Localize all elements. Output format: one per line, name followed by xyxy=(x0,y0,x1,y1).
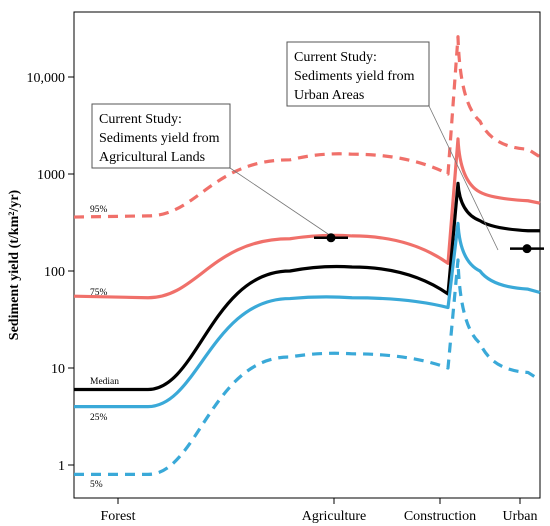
x-tick-label: Agriculture xyxy=(302,509,367,524)
y-ticks: 1 10 100 1000 10,000 xyxy=(27,71,74,474)
series-layer xyxy=(73,35,541,476)
current-study-point xyxy=(326,233,336,243)
callout-box xyxy=(286,41,430,107)
x-tick-label: Urban xyxy=(503,509,538,524)
y-tick-label: 10 xyxy=(51,362,65,377)
y-tick-label: 100 xyxy=(44,265,65,280)
x-ticks: Forest Agriculture Construction Urban xyxy=(101,498,538,524)
current-study-callouts: Current Study: Sediments yield from Agricu… xyxy=(91,41,544,254)
series-line-5pct xyxy=(74,258,541,476)
current-study-point xyxy=(522,244,532,254)
callout-text-line: Current Study: xyxy=(99,112,182,127)
y-tick-label: 1 xyxy=(58,459,65,474)
y-axis-label: Sediment yield (t/km²/yr) xyxy=(7,189,22,340)
series-line-95pct xyxy=(73,35,541,219)
percentile-label: 95% xyxy=(90,205,108,215)
y-tick-label: 10,000 xyxy=(27,71,66,86)
callout-text-line: Agricultural Lands xyxy=(99,150,205,165)
y-tick-label: 1000 xyxy=(37,168,65,183)
percentile-label: Median xyxy=(90,377,119,387)
percentile-label: 5% xyxy=(90,480,103,490)
percentile-labels: 95% 75% Median 25% 5% xyxy=(90,205,119,490)
series-line-25pct xyxy=(74,221,541,409)
callout-text-line: Current Study: xyxy=(294,50,377,65)
percentile-label: 75% xyxy=(90,288,108,298)
callout-leader xyxy=(428,105,499,251)
x-tick-label: Construction xyxy=(404,509,476,524)
callout-text-line: Urban Areas xyxy=(294,88,364,103)
callout-leader xyxy=(229,167,335,239)
x-tick-label: Forest xyxy=(101,509,136,524)
plot-frame xyxy=(73,11,541,499)
series-line-75pct xyxy=(73,137,541,300)
callout-box xyxy=(91,103,231,169)
callout-text-line: Sediments yield from xyxy=(294,69,415,84)
percentile-label: 25% xyxy=(90,413,108,423)
series-line-median xyxy=(74,181,540,392)
callout-text-line: Sediments yield from xyxy=(99,131,220,146)
